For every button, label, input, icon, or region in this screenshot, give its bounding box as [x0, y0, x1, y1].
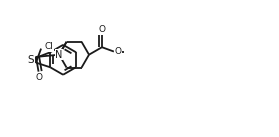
Text: S: S [27, 55, 34, 65]
Text: N: N [56, 50, 63, 60]
Text: O: O [35, 73, 42, 82]
Text: O: O [115, 47, 122, 56]
Text: Cl: Cl [44, 42, 53, 51]
Text: O: O [98, 25, 105, 34]
